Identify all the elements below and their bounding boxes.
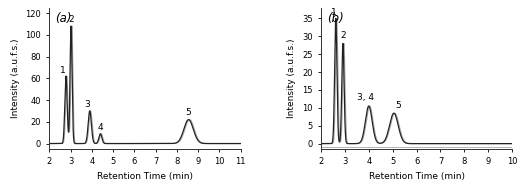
Text: 4: 4 [98,123,103,132]
Text: 3, 4: 3, 4 [357,93,374,102]
Text: 5: 5 [186,108,191,117]
Text: 1: 1 [60,66,66,75]
Y-axis label: Intensity (a.u.f.s.): Intensity (a.u.f.s.) [288,39,296,118]
Text: 5: 5 [395,101,401,110]
X-axis label: Retention Time (min): Retention Time (min) [369,172,464,181]
Text: (a): (a) [55,12,72,25]
Y-axis label: Intensity (a.u.f.s.): Intensity (a.u.f.s.) [11,39,20,118]
Text: (b): (b) [327,12,343,25]
Text: 3: 3 [85,100,90,109]
Text: 2: 2 [341,31,346,40]
Text: 2: 2 [68,15,74,24]
Text: 1: 1 [331,8,336,17]
X-axis label: Retention Time (min): Retention Time (min) [97,172,193,181]
